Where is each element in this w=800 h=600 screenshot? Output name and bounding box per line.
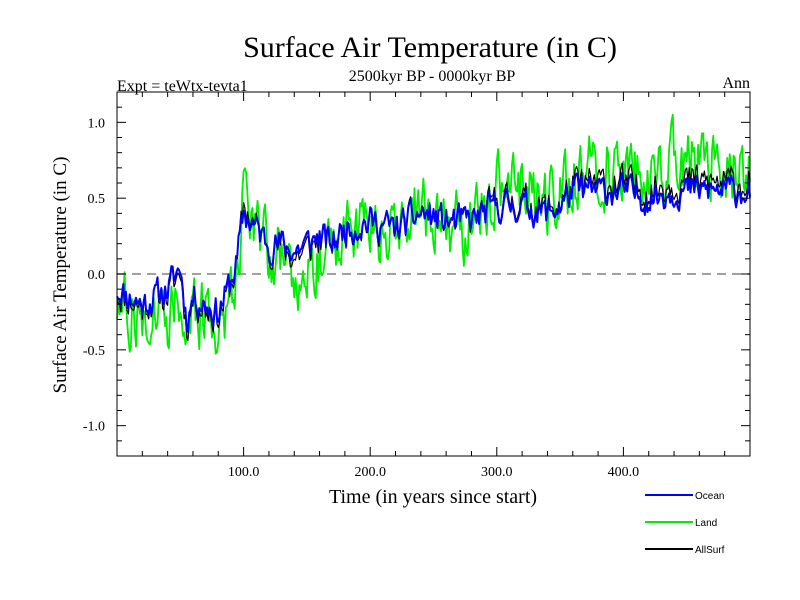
legend-label-ocean: Ocean xyxy=(695,491,724,502)
y-tick-label: -1.0 xyxy=(83,420,105,435)
x-axis-label: Time (in years since start) xyxy=(329,486,537,508)
legend-label-land: Land xyxy=(695,518,717,529)
chart-title: Surface Air Temperature (in C) xyxy=(243,31,617,64)
x-tick-label: 400.0 xyxy=(608,465,640,480)
plot-area: 100.0 200.0 300.0 400.0 -1.0 -0.5 0.0 0.5 1.0 xyxy=(83,91,751,480)
y-tick-label: 0.5 xyxy=(88,192,106,207)
chart-subtitle: 2500kyr BP - 0000kyr BP xyxy=(349,68,516,85)
y-axis-label: Surface Air Temperature (in C) xyxy=(50,157,71,394)
legend-label-allsurf: AllSurf xyxy=(695,545,725,556)
experiment-label: Expt = teWtx-tevta1 xyxy=(117,78,248,95)
y-tick-label: 0.0 xyxy=(88,268,106,283)
series-line-land xyxy=(116,113,751,355)
y-tick-label: -0.5 xyxy=(83,344,105,359)
legend: Ocean Land AllSurf xyxy=(645,491,725,556)
y-tick-label: 1.0 xyxy=(88,116,106,131)
x-tick-label: 200.0 xyxy=(354,465,386,480)
x-tick-label: 100.0 xyxy=(228,465,260,480)
series-line-ocean xyxy=(116,171,751,333)
x-tick-label: 300.0 xyxy=(481,465,513,480)
season-label: Ann xyxy=(722,75,750,92)
